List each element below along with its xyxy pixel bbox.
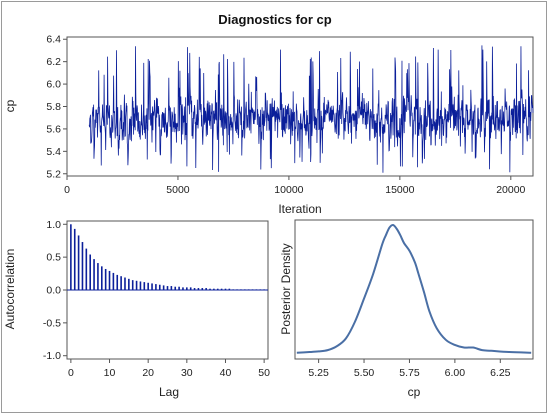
acf-y-axis: -1.0 -0.5 0.0 0.5 1.0 [43, 219, 67, 362]
trace-y-tick-label: 5.8 [46, 101, 61, 113]
density-x-axis: 5.25 5.50 5.75 6.00 6.25 [308, 359, 511, 379]
density-x-tick-label: 5.75 [399, 367, 420, 379]
trace-x-axis: 0 5000 10000 15000 20000 [64, 176, 526, 196]
density-curve [296, 223, 532, 354]
acf-y-tick-label: 0.0 [46, 285, 61, 297]
density-x-tick-label: 5.25 [308, 367, 329, 379]
figure-title: Diagnostics for cp [218, 12, 332, 27]
trace-y-label: cp [3, 99, 17, 112]
acf-x-label: Lag [159, 385, 179, 399]
trace-y-axis: 5.2 5.4 5.6 5.8 6.0 6.2 6.4 [46, 34, 67, 180]
density-x-tick-label: 6.00 [445, 367, 466, 379]
trace-x-tick-label: 10000 [274, 184, 303, 196]
trace-y-tick-label: 6.4 [46, 34, 61, 46]
trace-line [88, 45, 534, 173]
acf-bars [67, 224, 268, 291]
trace-y-tick-label: 5.4 [46, 146, 61, 158]
trace-panel: 0 5000 10000 15000 20000 5.2 5.4 5.6 5.8 6.0 6.2 6… [3, 34, 534, 216]
density-y-label: Posterior Density [279, 243, 293, 334]
acf-x-tick-label: 40 [220, 367, 232, 379]
acf-panel: 0 10 20 30 40 50 -1.0 -0.5 0.0 0.5 1.0 Lag Autoco… [3, 219, 270, 399]
acf-y-tick-label: 1.0 [46, 219, 61, 231]
trace-y-tick-label: 6.2 [46, 56, 61, 68]
acf-x-tick-label: 20 [142, 367, 154, 379]
acf-y-tick-label: -1.0 [43, 350, 61, 362]
acf-y-label: Autocorrelation [3, 249, 17, 330]
trace-x-label: Iteration [278, 202, 321, 216]
trace-x-tick-label: 15000 [385, 184, 414, 196]
acf-y-tick-label: -0.5 [43, 317, 61, 329]
acf-x-tick-label: 0 [68, 367, 74, 379]
trace-y-tick-label: 5.6 [46, 123, 61, 135]
trace-x-tick-label: 20000 [496, 184, 525, 196]
trace-y-tick-label: 6.0 [46, 79, 61, 91]
density-x-tick-label: 5.50 [354, 367, 375, 379]
trace-series [88, 45, 534, 173]
acf-x-tick-label: 10 [104, 367, 116, 379]
density-x-tick-label: 6.25 [490, 367, 511, 379]
acf-x-axis: 0 10 20 30 40 50 [68, 359, 270, 379]
trace-x-tick-label: 5000 [166, 184, 190, 196]
density-plot-area [294, 219, 534, 360]
density-panel: 5.25 5.50 5.75 6.00 6.25 cp Posterior Densit… [279, 219, 534, 399]
density-x-label: cp [408, 385, 421, 399]
acf-x-tick-label: 50 [258, 367, 270, 379]
acf-x-tick-label: 30 [181, 367, 193, 379]
trace-y-tick-label: 5.2 [46, 168, 61, 180]
trace-x-tick-label: 0 [64, 184, 70, 196]
acf-y-tick-label: 0.5 [46, 252, 61, 264]
